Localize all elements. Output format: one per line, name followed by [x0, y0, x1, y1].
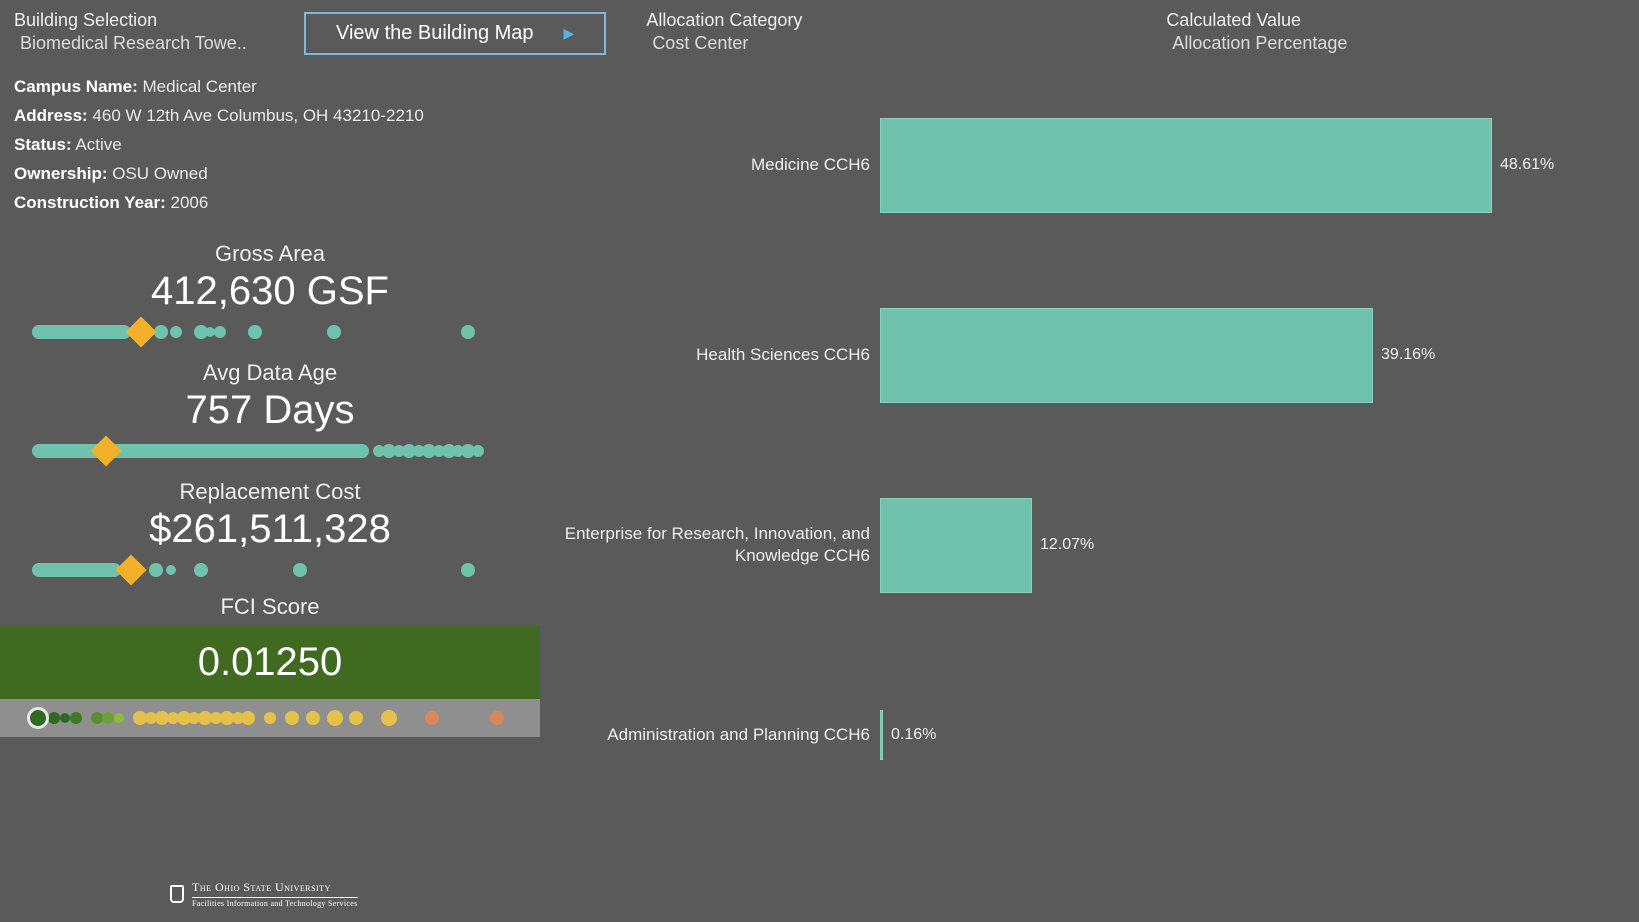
university-shield-icon — [170, 885, 184, 903]
bar-track: 12.07% — [880, 498, 1619, 593]
status-value: Active — [75, 135, 121, 154]
footer-text: The Ohio State University Facilities Inf… — [192, 880, 358, 908]
fci-score-metric: FCI Score 0.01250 — [0, 594, 540, 737]
bar-fill[interactable] — [880, 118, 1492, 213]
bar-row: Health Sciences CCH6 39.16% — [560, 260, 1619, 450]
fci-marker-icon — [27, 707, 49, 729]
map-button-label: View the Building Map — [336, 22, 534, 45]
calculated-value-value: Allocation Percentage — [1166, 33, 1347, 54]
construction-year-value: 2006 — [171, 193, 209, 212]
bar-value: 39.16% — [1381, 346, 1435, 364]
bar-fill[interactable] — [880, 308, 1373, 403]
bar-track: 0.16% — [880, 688, 1619, 783]
allocation-category-label: Allocation Category — [646, 10, 1126, 31]
bar-row: Enterprise for Research, Innovation, and… — [560, 450, 1619, 640]
fci-value-wrap: 0.01250 — [0, 626, 540, 699]
marker-diamond-icon — [125, 317, 156, 348]
address-label: Address: — [14, 106, 88, 125]
metrics-panel: Gross Area 412,630 GSF Avg Data Age 757 … — [0, 237, 540, 737]
replacement-cost-value: $261,511,328 — [0, 507, 540, 552]
bar-row: Medicine CCH6 48.61% — [560, 70, 1619, 260]
bar-label: Health Sciences CCH6 — [560, 344, 880, 366]
bar-label: Medicine CCH6 — [560, 154, 880, 176]
gross-area-strip — [22, 322, 518, 342]
replacement-cost-title: Replacement Cost — [0, 479, 540, 505]
calculated-value-label: Calculated Value — [1166, 10, 1347, 31]
avg-data-age-title: Avg Data Age — [0, 360, 540, 386]
view-building-map-button[interactable]: View the Building Map ▶ — [304, 12, 606, 55]
marker-diamond-icon — [91, 436, 122, 467]
campus-name-label: Campus Name: — [14, 77, 138, 96]
fci-strip — [0, 699, 540, 737]
avg-data-age-metric: Avg Data Age 757 Days — [0, 356, 540, 461]
building-selection-value: Biomedical Research Towe.. — [14, 33, 274, 54]
avg-data-age-strip — [22, 441, 518, 461]
footer-subtitle: Facilities Information and Technology Se… — [192, 897, 358, 908]
construction-year-label: Construction Year: — [14, 193, 166, 212]
university-name: The Ohio State University — [192, 880, 358, 895]
bar-value: 0.16% — [891, 726, 936, 744]
gross-area-title: Gross Area — [0, 241, 540, 267]
bar-track: 39.16% — [880, 308, 1619, 403]
building-selection-label: Building Selection — [14, 10, 274, 31]
address-value: 460 W 12th Ave Columbus, OH 43210-2210 — [92, 106, 423, 125]
ownership-label: Ownership: — [14, 164, 108, 183]
status-label: Status: — [14, 135, 72, 154]
gross-area-metric: Gross Area 412,630 GSF — [0, 237, 540, 342]
bar-fill[interactable] — [880, 498, 1032, 593]
allocation-category[interactable]: Allocation Category Cost Center — [646, 10, 1126, 54]
replacement-cost-metric: Replacement Cost $261,511,328 — [0, 475, 540, 580]
marker-diamond-icon — [116, 555, 147, 586]
bar-label: Administration and Planning CCH6 — [560, 724, 880, 746]
play-icon: ▶ — [564, 25, 575, 42]
bar-label: Enterprise for Research, Innovation, and… — [560, 523, 880, 567]
bar-row: Administration and Planning CCH6 0.16% — [560, 640, 1619, 830]
building-selection[interactable]: Building Selection Biomedical Research T… — [14, 10, 274, 54]
calculated-value[interactable]: Calculated Value Allocation Percentage — [1166, 10, 1347, 54]
bar-value: 48.61% — [1500, 156, 1554, 174]
ownership-value: OSU Owned — [112, 164, 207, 183]
allocation-category-value: Cost Center — [646, 33, 1126, 54]
fci-score-value: 0.01250 — [0, 640, 540, 685]
bar-track: 48.61% — [880, 118, 1619, 213]
allocation-bar-chart: Medicine CCH6 48.61% Health Sciences CCH6 3… — [560, 70, 1619, 882]
gross-area-value: 412,630 GSF — [0, 269, 540, 314]
footer-logo: The Ohio State University Facilities Inf… — [170, 880, 358, 908]
bar-fill[interactable] — [880, 710, 883, 760]
bar-value: 12.07% — [1040, 536, 1094, 554]
fci-score-title: FCI Score — [0, 594, 540, 620]
avg-data-age-value: 757 Days — [0, 388, 540, 433]
replacement-cost-strip — [22, 560, 518, 580]
header-row: Building Selection Biomedical Research T… — [0, 0, 1639, 55]
campus-name-value: Medical Center — [143, 77, 257, 96]
